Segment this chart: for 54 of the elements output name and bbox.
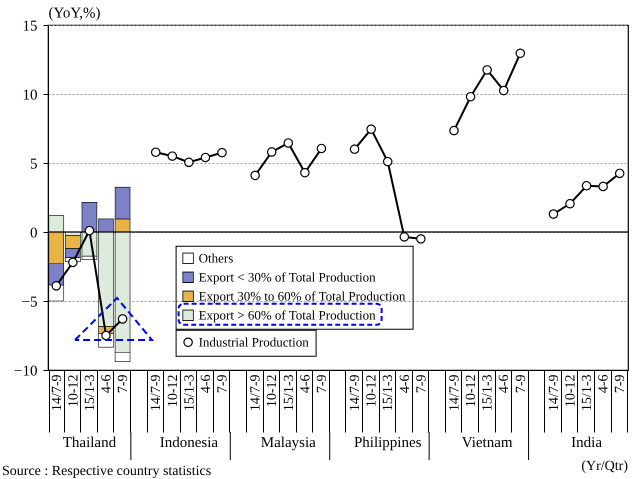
x-tick-label: 7-9 bbox=[216, 374, 230, 394]
point bbox=[118, 314, 128, 324]
x-tick-label: 7-9 bbox=[414, 374, 430, 394]
legend-label: Export 30% to 60% of Total Production bbox=[198, 288, 406, 304]
text: India bbox=[571, 435, 602, 451]
text: Thailand bbox=[62, 435, 117, 451]
x-tick-label: 15/1-3 bbox=[182, 374, 198, 412]
x-tick-label: 7-9 bbox=[514, 374, 529, 394]
x-tick-label: 15/1-3 bbox=[480, 374, 496, 412]
y-axis-title: (YoY,%) bbox=[48, 6, 100, 22]
y-tick-label: −5 bbox=[22, 294, 38, 310]
x-tick-label: 10-12 bbox=[464, 374, 480, 408]
x-axis-title: (Yr/Qtr) bbox=[581, 459, 628, 474]
x-tick-label: 14/7-9 bbox=[149, 374, 164, 412]
x-tick-label: 10-12 bbox=[66, 374, 82, 408]
point bbox=[84, 226, 94, 236]
y-tick-label: −10 bbox=[14, 364, 38, 380]
x-tick-label: 15/1-3 bbox=[282, 374, 297, 412]
text: Malaysia bbox=[260, 435, 316, 451]
x-tick-label: 4-6 bbox=[596, 374, 612, 394]
x-tick-label: 7-9 bbox=[613, 374, 628, 394]
legend-label: Export > 60% of Total Production bbox=[198, 307, 376, 322]
x-tick-label: 10-12 bbox=[364, 374, 380, 408]
y-tick-label: 5 bbox=[30, 156, 38, 172]
x-tick-label: 7-9 bbox=[314, 374, 330, 394]
source-note: Source : Respective country statistics bbox=[2, 464, 212, 479]
x-tick-label: 14/7-9 bbox=[546, 374, 562, 412]
x-tick-label: 4-6 bbox=[100, 374, 114, 394]
x-tick-label: 10-12 bbox=[166, 374, 181, 408]
legend-label: Industrial Production bbox=[198, 334, 310, 350]
point bbox=[52, 281, 62, 291]
x-tick-label: 14/7-9 bbox=[348, 374, 364, 412]
x-tick-label: 15/1-3 bbox=[381, 374, 396, 412]
legend-label: Export < 30% of Total Production bbox=[198, 269, 376, 284]
y-tick-label: 10 bbox=[22, 88, 38, 104]
x-tick-label: 14/7-9 bbox=[50, 374, 65, 412]
x-tick-label: 15/1-3 bbox=[82, 374, 98, 412]
legend-label: Others bbox=[198, 250, 234, 266]
x-tick-label: 10-12 bbox=[265, 374, 280, 408]
x-tick-label: 10-12 bbox=[564, 374, 578, 408]
x-tick-label: 4-6 bbox=[198, 374, 214, 394]
x-tick-label: 15/1-3 bbox=[580, 374, 596, 412]
x-tick-label: 4-6 bbox=[398, 374, 413, 394]
x-tick-label: 14/7-9 bbox=[248, 374, 264, 412]
point bbox=[68, 258, 78, 268]
x-tick-label: 7-9 bbox=[116, 374, 132, 394]
x-tick-label: 14/7-9 bbox=[448, 374, 462, 412]
x-tick-label: 4-6 bbox=[497, 374, 512, 394]
y-tick-label: 15 bbox=[22, 18, 38, 34]
text: Indonesia bbox=[160, 435, 218, 451]
x-tick-label: 4-6 bbox=[298, 374, 314, 394]
text: Philippines bbox=[354, 435, 422, 451]
text: Vietnam bbox=[462, 435, 513, 451]
y-tick-label: 0 bbox=[30, 226, 38, 242]
